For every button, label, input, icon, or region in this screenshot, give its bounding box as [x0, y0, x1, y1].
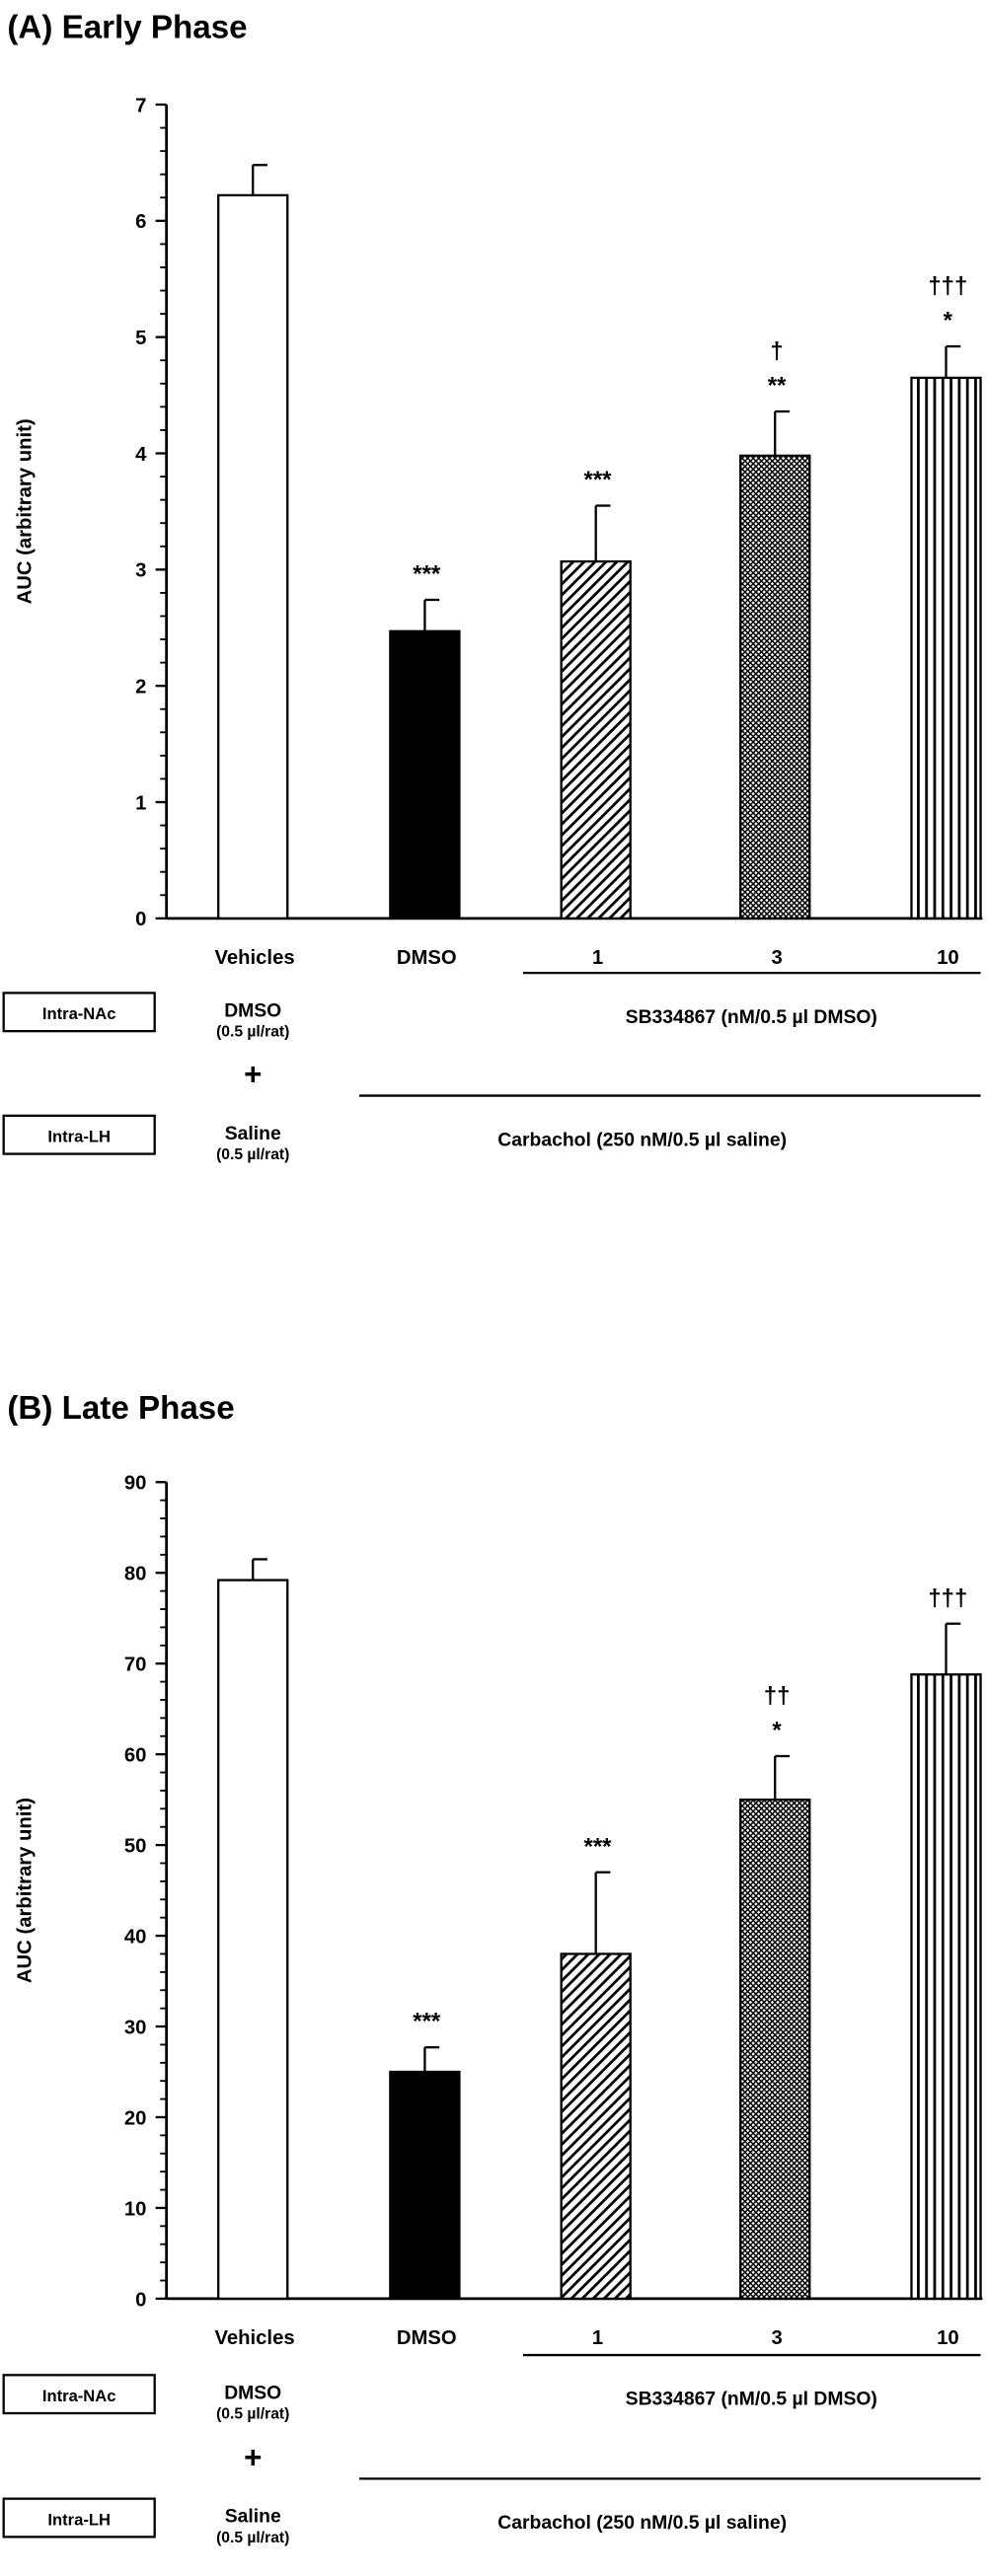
saline-label: Saline [225, 1123, 281, 1144]
y-tick-label: 0 [135, 2289, 146, 2311]
dmso-label: DMSO [224, 2382, 281, 2403]
y-tick-label: 60 [124, 1745, 147, 1767]
x-tick-label: Vehicles [214, 2327, 294, 2349]
y-tick-label: 6 [135, 211, 146, 233]
y-axis-label: AUC (arbitrary unit) [14, 418, 36, 604]
plus-sign: + [244, 1058, 262, 1092]
y-tick-label: 90 [124, 1473, 147, 1495]
x-tick-label: 10 [937, 947, 959, 969]
significance-mark: †† [764, 1683, 791, 1710]
intra-nac-box [2, 2374, 156, 2415]
panel-late-phase: (B) Late Phase AUC (arbitrary unit) 0 10 20 3… [2, 1390, 983, 2546]
y-tick-label: 7 [135, 95, 146, 116]
intra-lh-label: Intra-LH [47, 1128, 111, 1146]
y-tick-label: 20 [124, 2107, 147, 2129]
x-tick-label: DMSO [397, 2327, 457, 2349]
significance-mark: * [944, 308, 953, 334]
y-tick-label: 70 [124, 1655, 147, 1676]
bar-3 [739, 454, 811, 920]
significance-mark: *** [584, 1833, 613, 1860]
bar-3 [739, 1798, 811, 2301]
significance-mark: ** [768, 373, 787, 400]
dmso-dose-label: (0.5 µl/rat) [216, 1024, 289, 1041]
y-tick-label: 3 [135, 560, 146, 582]
bar-1 [560, 1952, 632, 2301]
significance-mark: *** [413, 561, 441, 588]
carbachol-label: Carbachol (250 nM/0.5 µl saline) [497, 1129, 787, 1150]
bar-10 [910, 1673, 982, 2301]
x-tick-label: 3 [771, 947, 782, 969]
significance-mark: † [770, 338, 783, 365]
y-tick-label: 50 [124, 1835, 147, 1857]
bar-dmso [389, 2070, 461, 2301]
intra-nac-box [2, 992, 156, 1033]
chart-title: (A) Early Phase [7, 10, 247, 46]
intra-nac-label: Intra-NAc [42, 1004, 116, 1023]
x-tick-label: 1 [592, 947, 603, 969]
saline-dose-label: (0.5 µl/rat) [216, 1146, 289, 1163]
significance-mark: ††† [928, 273, 967, 300]
significance-mark: * [772, 1718, 782, 1744]
dmso-label: DMSO [224, 999, 281, 1021]
y-tick-label: 4 [135, 444, 147, 466]
y-tick-label: 80 [124, 1564, 147, 1585]
bar-1 [560, 559, 632, 920]
x-tick-label: 10 [937, 2327, 959, 2349]
x-tick-label: 1 [592, 2327, 603, 2349]
bar-10 [910, 376, 982, 920]
x-tick-label: Vehicles [214, 947, 294, 969]
panel-early-phase: (A) Early Phase AUC (arbitrary unit) 0 1 2 3 4… [2, 10, 983, 1163]
bar-vehicles [217, 193, 289, 920]
intra-lh-box [2, 1114, 156, 1155]
intra-lh-box [2, 2497, 156, 2539]
y-axis-label: AUC (arbitrary unit) [14, 1798, 36, 1983]
significance-mark: *** [584, 467, 613, 493]
y-tick-label: 1 [135, 792, 146, 814]
x-tick-label: 3 [771, 2327, 782, 2349]
saline-dose-label: (0.5 µl/rat) [216, 2530, 289, 2546]
y-tick-label: 5 [135, 328, 146, 349]
plus-sign: + [244, 2440, 262, 2474]
bar-dmso [389, 629, 461, 920]
intra-lh-label: Intra-LH [47, 2510, 111, 2529]
intra-nac-label: Intra-NAc [42, 2387, 116, 2405]
y-tick-label: 0 [135, 909, 146, 930]
chart-title: (B) Late Phase [7, 1390, 234, 1427]
y-tick-label: 30 [124, 2017, 147, 2038]
y-tick-label: 10 [124, 2198, 147, 2220]
dmso-dose-label: (0.5 µl/rat) [216, 2406, 289, 2423]
bar-vehicles [217, 1579, 289, 2301]
y-tick-label: 2 [135, 677, 146, 699]
y-tick-label: 40 [124, 1926, 147, 1948]
sb334867-label: SB334867 (nM/0.5 µl DMSO) [626, 2389, 877, 2410]
x-tick-label: DMSO [397, 947, 457, 969]
saline-label: Saline [225, 2506, 281, 2528]
carbachol-label: Carbachol (250 nM/0.5 µl saline) [497, 2512, 787, 2534]
significance-mark: *** [413, 2009, 441, 2035]
significance-mark: ††† [928, 1584, 967, 1611]
sb334867-label: SB334867 (nM/0.5 µl DMSO) [626, 1006, 877, 1028]
